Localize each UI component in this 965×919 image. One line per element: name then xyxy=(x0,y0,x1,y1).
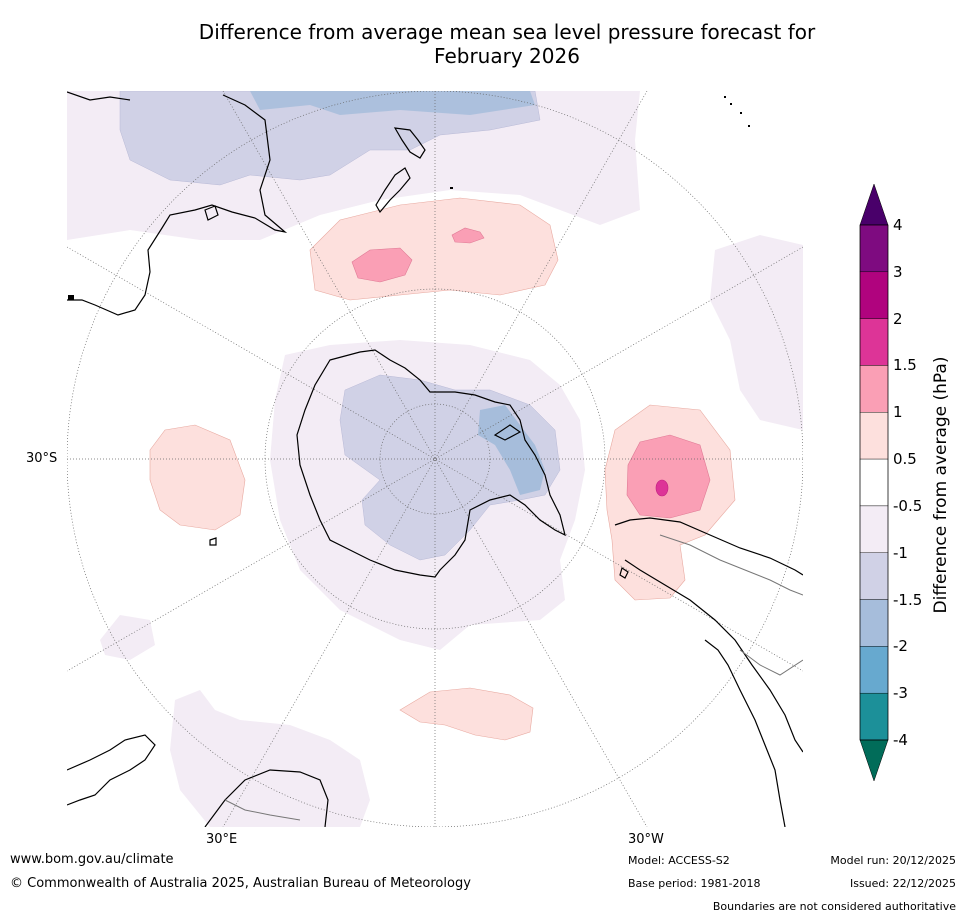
island-speck-4 xyxy=(748,125,750,127)
anomaly-moderate-positive-north-2 xyxy=(451,227,485,244)
colorbar-segment-6 xyxy=(859,505,889,553)
colorbar-tick-label: -0.5 xyxy=(893,496,923,515)
label-30w: 30°W xyxy=(628,832,664,847)
border-south-america xyxy=(739,649,803,676)
colorbar-segment-4 xyxy=(859,412,889,460)
small-islands xyxy=(68,96,750,300)
footer-website: www.bom.gov.au/climate xyxy=(10,852,174,867)
colorbar-tick-label: 1 xyxy=(893,403,903,422)
island-speck-1 xyxy=(724,96,726,98)
island-speck-5 xyxy=(450,187,453,189)
anomaly-positive-west xyxy=(149,424,246,531)
footer-base-period: Base period: 1981-2018 xyxy=(628,877,761,890)
coast-antarctica xyxy=(296,349,566,578)
coast-antarctic-peninsula xyxy=(493,424,522,441)
colorbar-segment-1 xyxy=(859,271,889,319)
anomaly-negative-north xyxy=(119,91,541,186)
meridian-120w-60e xyxy=(67,246,803,672)
border-africa-south xyxy=(224,799,301,821)
colorbar-under-triangle xyxy=(859,739,889,782)
colorbar-tick-label: 0.5 xyxy=(893,450,917,469)
country-borders xyxy=(224,534,803,821)
footer-model-run: Model run: 20/12/2025 xyxy=(830,854,956,867)
colorbar-over-triangle xyxy=(859,183,889,226)
colorbar-tick-label: 2 xyxy=(893,309,903,328)
colorbar-segment-0 xyxy=(859,224,889,273)
coast-australia-top xyxy=(67,91,131,101)
island-speck-6 xyxy=(68,295,74,300)
island-speck-3 xyxy=(740,112,742,114)
map-title: Difference from average mean sea level p… xyxy=(0,20,965,68)
anomaly-moderate-positive-north-1 xyxy=(351,247,413,283)
title-line-2: February 2026 xyxy=(434,44,580,68)
island-speck-2 xyxy=(730,103,732,105)
colorbar-tick-label: 4 xyxy=(893,216,903,234)
colorbar-tick-label: -2 xyxy=(893,637,908,656)
colorbar-segment-8 xyxy=(859,599,889,647)
anomaly-strong-positive-east xyxy=(655,479,669,497)
anomaly-moderate-positive-east xyxy=(626,434,711,519)
anomaly-positive-south xyxy=(399,687,534,741)
coast-kerguelen xyxy=(209,537,217,546)
colorbar-segment-10 xyxy=(859,692,889,741)
colorbar xyxy=(859,183,889,782)
colorbar-tick-label: -4 xyxy=(893,731,908,749)
anomaly-stronger-negative-antarctica xyxy=(478,405,545,495)
anomaly-weak-negative-southwest xyxy=(100,615,155,660)
label-30s: 30°S xyxy=(26,451,58,466)
title-line-1: Difference from average mean sea level p… xyxy=(198,20,816,44)
colorbar-tick-label: -1 xyxy=(893,543,908,562)
footer-disclaimer: Boundaries are not considered authoritat… xyxy=(712,900,956,913)
anomaly-stronger-negative-north xyxy=(250,91,535,115)
colorbar-frame xyxy=(859,224,889,741)
colorbar-tick-label: 3 xyxy=(893,262,903,281)
coast-new-zealand-north xyxy=(393,127,426,159)
coast-south-georgia xyxy=(619,567,629,579)
coast-africa xyxy=(67,734,156,806)
colorbar-segments xyxy=(859,224,889,741)
colorbar-label: Difference from average (hPa) xyxy=(931,356,951,614)
colorbar-tick-label: -3 xyxy=(893,684,908,703)
coast-south-america-south xyxy=(614,517,803,576)
coast-tasmania xyxy=(204,205,219,221)
coast-south-america-inland xyxy=(704,639,786,827)
colorbar-segment-7 xyxy=(859,552,889,600)
graticule xyxy=(67,91,803,827)
footer-copyright: © Commonwealth of Australia 2025, Austra… xyxy=(10,876,471,891)
coast-australia xyxy=(67,94,288,316)
coastlines xyxy=(67,91,803,827)
coast-madagascar xyxy=(204,769,329,827)
label-30e: 30°E xyxy=(206,832,238,847)
coast-new-zealand-south xyxy=(375,167,411,214)
meridian-150w-30e xyxy=(222,91,648,827)
colorbar-tick-label: 1.5 xyxy=(893,356,917,375)
footer-issued: Issued: 22/12/2025 xyxy=(849,877,956,890)
colorbar-segment-9 xyxy=(859,646,889,694)
colorbar-tick-label: -1.5 xyxy=(893,590,923,609)
anomaly-weak-negative-east xyxy=(710,235,803,430)
colorbar-segment-5 xyxy=(859,458,889,507)
meridian-120e-60w xyxy=(67,246,803,672)
map-area xyxy=(67,91,803,827)
border-chile-argentina xyxy=(659,534,803,596)
footer-model: Model: ACCESS-S2 xyxy=(628,854,730,867)
meridian-150e-30w xyxy=(222,91,648,827)
anomaly-weak-negative-south xyxy=(170,690,370,827)
colorbar-segment-2 xyxy=(859,318,889,366)
colorbar-segment-3 xyxy=(859,365,889,413)
coast-south-america-east xyxy=(624,559,803,753)
